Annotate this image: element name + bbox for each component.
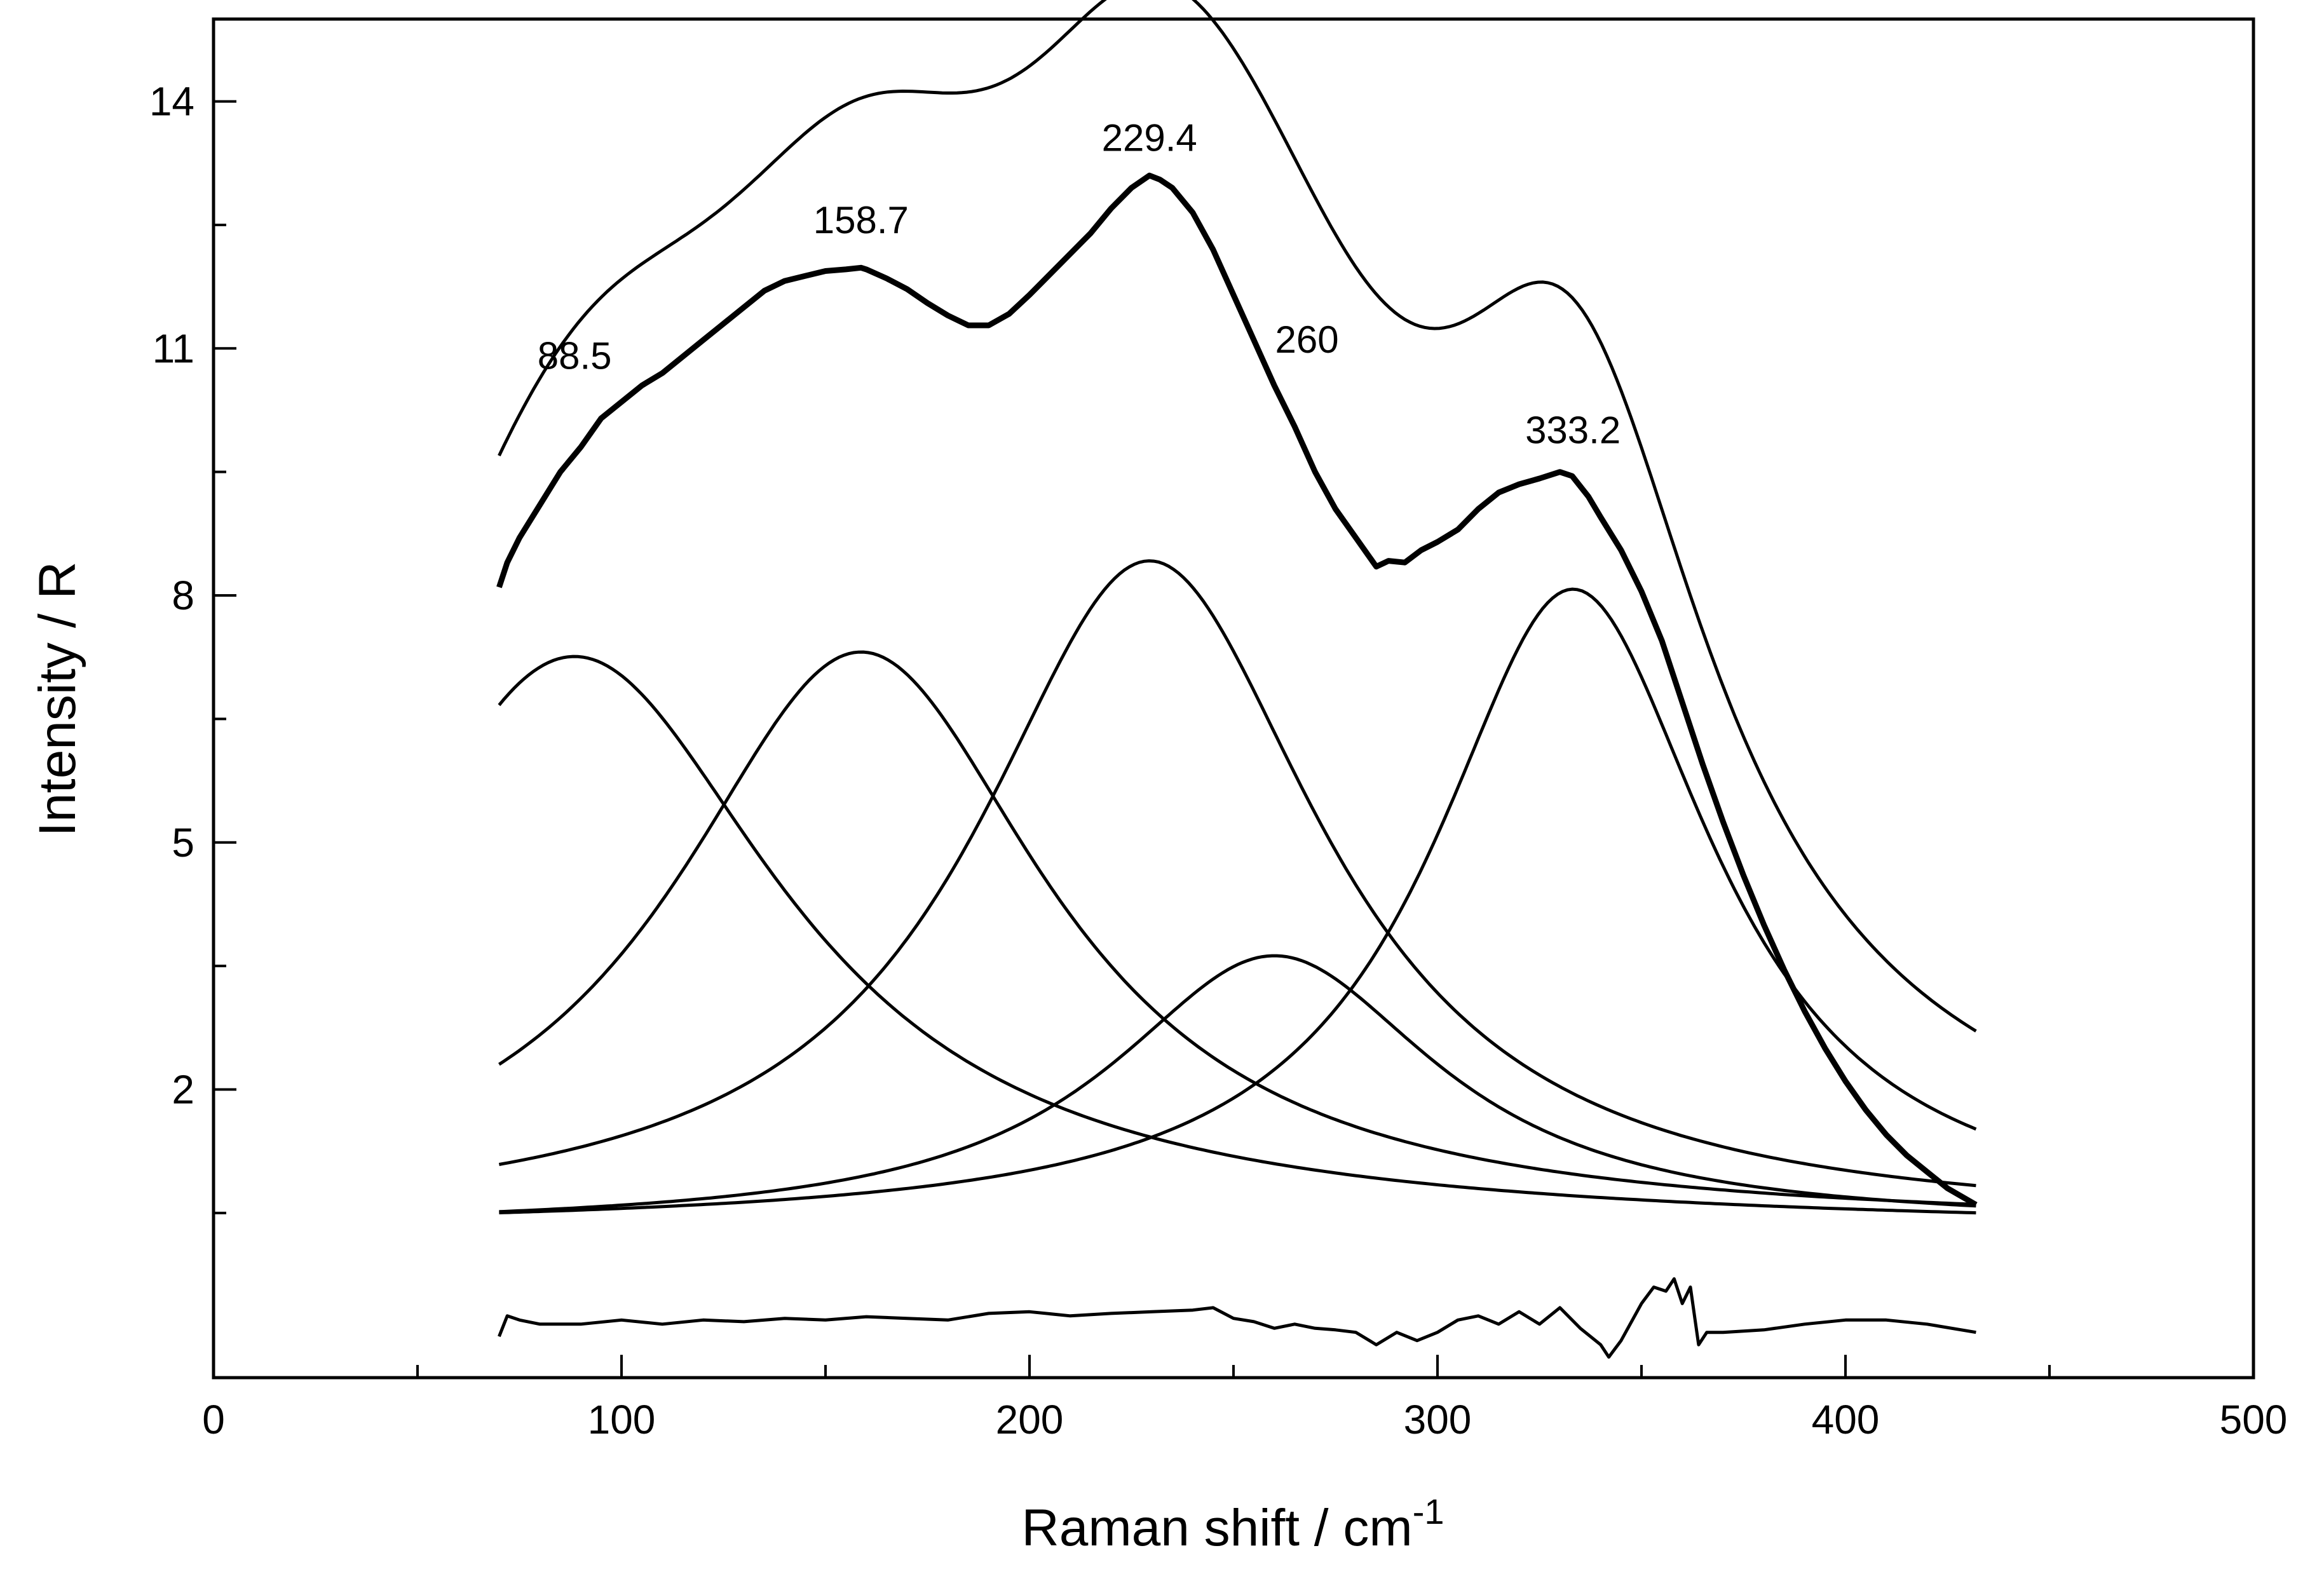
x-tick-label: 500 [2220,1397,2288,1442]
y-axis-ticks: 2 5 8 11 14 [149,79,236,1214]
x-tick-label: 400 [1812,1397,1880,1442]
peak-label: 333.2 [1525,409,1621,451]
series-experimental [496,172,1978,1207]
y-tick-label: 11 [153,325,194,371]
y-tick-label: 8 [172,573,194,618]
x-axis-title: Raman shift / cm-1 [1022,1491,1444,1557]
peak-label: 158.7 [813,199,909,241]
x-axis-ticks: 0 100 200 300 400 500 [202,1355,2287,1442]
y-tick-label: 5 [172,820,194,865]
y-axis-title: Intensity / R [29,562,86,837]
y-tick-label: 14 [149,79,194,125]
x-tick-label: 0 [202,1397,225,1442]
fit-component-3 [499,954,1976,1214]
x-tick-label: 100 [588,1397,656,1442]
x-tick-label: 300 [1404,1397,1472,1442]
fit-component-0 [498,655,1976,1215]
peak-label: 88.5 [538,335,612,377]
y-tick-label: 2 [172,1066,194,1112]
peak-labels: 88.5 158.7 229.4 260 333.2 [538,116,1621,451]
x-axis-title-superscript: -1 [1413,1491,1444,1531]
fit-component-1 [498,650,1976,1206]
x-tick-label: 200 [996,1397,1064,1442]
plot-frame [212,17,2255,1380]
peak-label: 260 [1275,318,1339,361]
fit-envelope [498,0,1977,1033]
fit-curves [496,0,1978,1359]
fit-component-4 [499,587,1977,1214]
series-residual [498,1277,1976,1359]
x-axis-title-text: Raman shift / cm [1022,1499,1413,1557]
fit-component-2 [498,559,1976,1188]
peak-label: 229.4 [1102,116,1197,159]
